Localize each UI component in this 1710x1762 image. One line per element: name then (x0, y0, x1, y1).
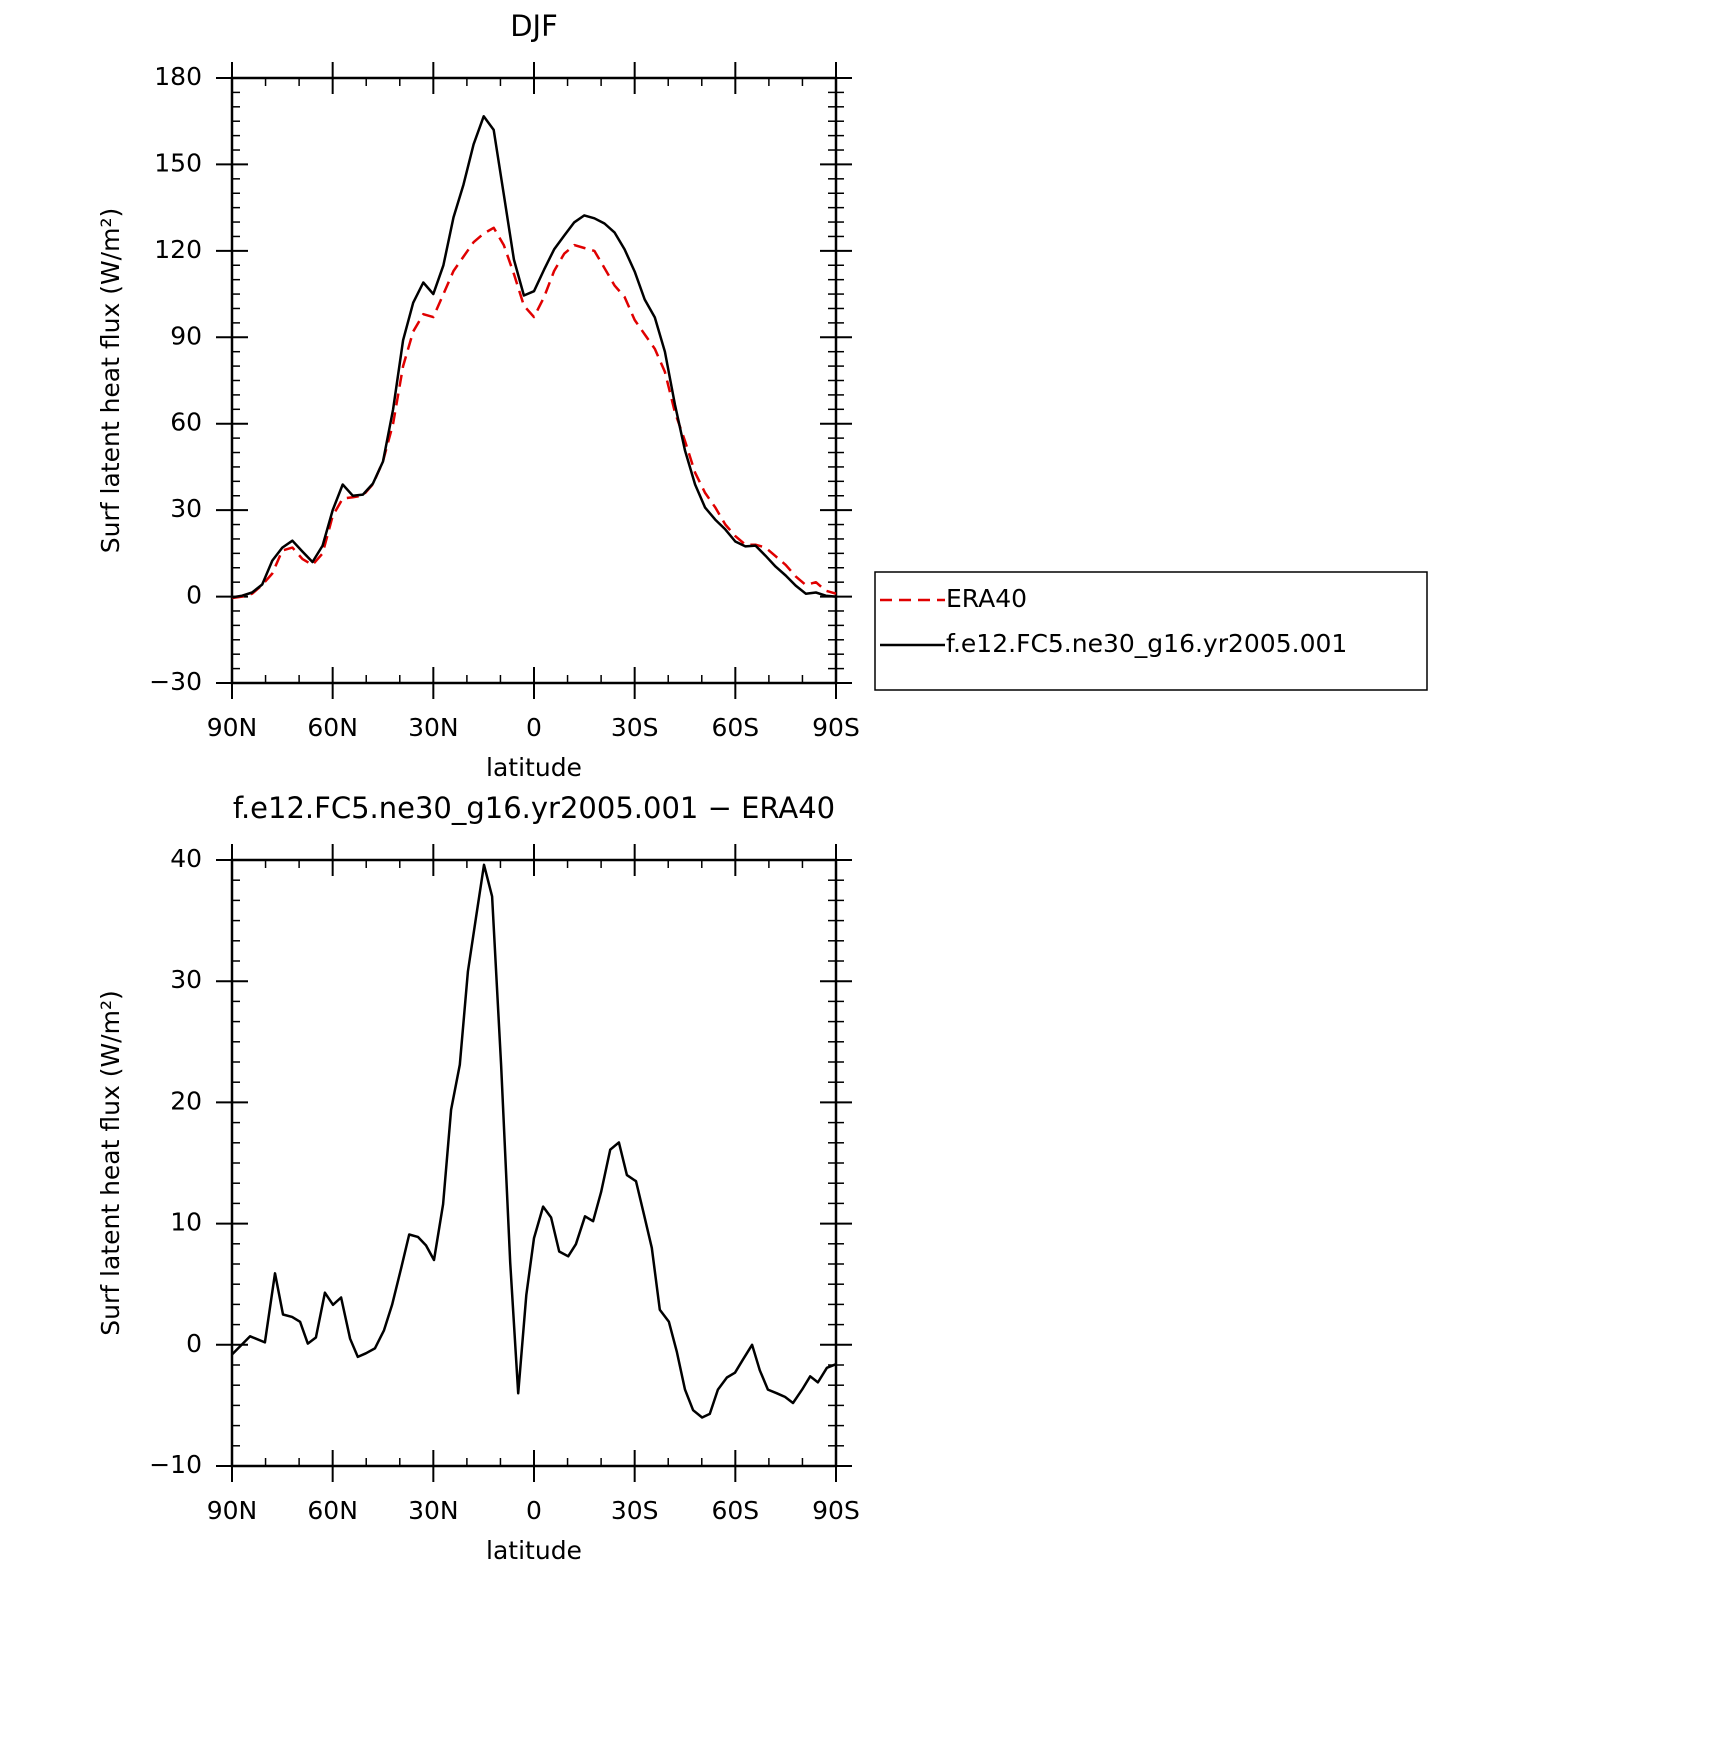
x-tick-label: 30N (408, 713, 459, 742)
y-axis-label: Surf latent heat flux (W/m²) (96, 208, 125, 553)
y-tick-label: 180 (154, 62, 202, 91)
chart-title: f.e12.FC5.ne30_g16.yr2005.001 − ERA40 (233, 791, 835, 825)
y-tick-label: 30 (170, 965, 202, 994)
y-tick-label: −10 (149, 1450, 202, 1479)
x-tick-label: 90S (812, 713, 860, 742)
y-tick-label: 40 (170, 844, 202, 873)
chart-title: DJF (510, 9, 558, 43)
x-tick-label: 0 (526, 713, 542, 742)
x-tick-label: 90S (812, 1496, 860, 1525)
x-tick-label: 30N (408, 1496, 459, 1525)
x-tick-label: 60N (307, 713, 358, 742)
legend-label: f.e12.FC5.ne30_g16.yr2005.001 (946, 629, 1347, 658)
legend-box (874, 571, 1428, 691)
x-tick-label: 0 (526, 1496, 542, 1525)
legend: ERA40 f.e12.FC5.ne30_g16.yr2005.001 (874, 571, 1428, 691)
y-tick-label: 10 (170, 1208, 202, 1237)
plot-frame (230, 858, 838, 1468)
y-tick-label: 0 (186, 1329, 202, 1358)
y-axis-label: Surf latent heat flux (W/m²) (96, 990, 125, 1335)
y-tick-label: 60 (170, 408, 202, 437)
x-tick-label: 60N (307, 1496, 358, 1525)
x-tick-label: 30S (611, 713, 659, 742)
y-tick-label: 20 (170, 1086, 202, 1115)
x-tick-label: 30S (611, 1496, 659, 1525)
x-tick-label: 90N (207, 1496, 258, 1525)
x-tick-label: 90N (207, 713, 258, 742)
y-tick-label: 120 (154, 235, 202, 264)
x-tick-label: 60S (711, 1496, 759, 1525)
data-line (231, 226, 837, 600)
x-axis-label: latitude (486, 753, 582, 782)
data-line (231, 115, 837, 599)
y-tick-label: 150 (154, 148, 202, 177)
data-line (231, 863, 837, 1419)
y-tick-label: 30 (170, 494, 202, 523)
plot-frame (230, 76, 838, 685)
x-tick-label: 60S (711, 713, 759, 742)
x-axis-label: latitude (486, 1536, 582, 1565)
y-tick-label: −30 (149, 667, 202, 696)
legend-label: ERA40 (946, 584, 1027, 613)
y-tick-label: 90 (170, 321, 202, 350)
y-tick-label: 0 (186, 581, 202, 610)
